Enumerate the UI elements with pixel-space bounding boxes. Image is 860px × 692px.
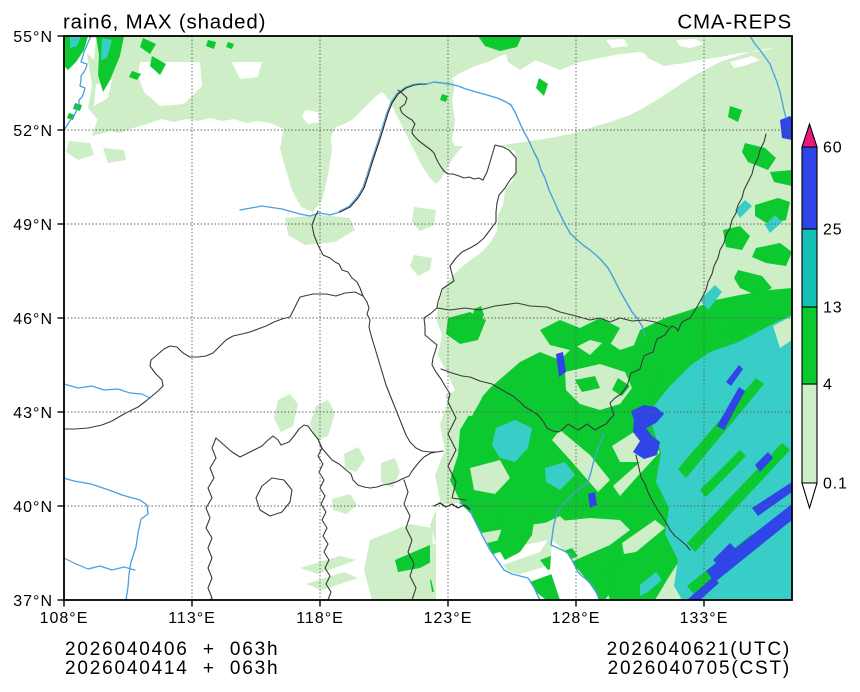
svg-text:46°N: 46°N <box>13 311 53 328</box>
svg-text:55°N: 55°N <box>13 29 53 46</box>
svg-text:133°E: 133°E <box>680 610 729 627</box>
svg-text:2026040621(UTC): 2026040621(UTC) <box>607 639 791 660</box>
svg-text:25: 25 <box>823 222 842 239</box>
svg-text:60: 60 <box>823 140 842 157</box>
svg-text:118°E: 118°E <box>296 610 344 627</box>
svg-text:40°N: 40°N <box>13 499 53 516</box>
svg-text:49°N: 49°N <box>13 217 53 234</box>
svg-text:rain6, MAX (shaded): rain6, MAX (shaded) <box>63 11 266 34</box>
svg-text:2026040414 + 063h: 2026040414 + 063h <box>65 658 279 679</box>
svg-text:13: 13 <box>823 300 842 317</box>
svg-text:2026040406 + 063h: 2026040406 + 063h <box>65 639 279 660</box>
svg-text:43°N: 43°N <box>13 405 53 422</box>
svg-text:52°N: 52°N <box>13 123 53 140</box>
svg-text:113°E: 113°E <box>168 610 216 627</box>
svg-text:2026040705(CST): 2026040705(CST) <box>608 658 791 679</box>
svg-text:123°E: 123°E <box>424 610 473 627</box>
svg-text:108°E: 108°E <box>40 610 89 627</box>
svg-text:4: 4 <box>823 377 833 394</box>
svg-text:0.1: 0.1 <box>823 476 848 493</box>
svg-text:128°E: 128°E <box>552 610 601 627</box>
svg-text:37°N: 37°N <box>13 593 53 610</box>
svg-text:CMA-REPS: CMA-REPS <box>677 11 792 34</box>
